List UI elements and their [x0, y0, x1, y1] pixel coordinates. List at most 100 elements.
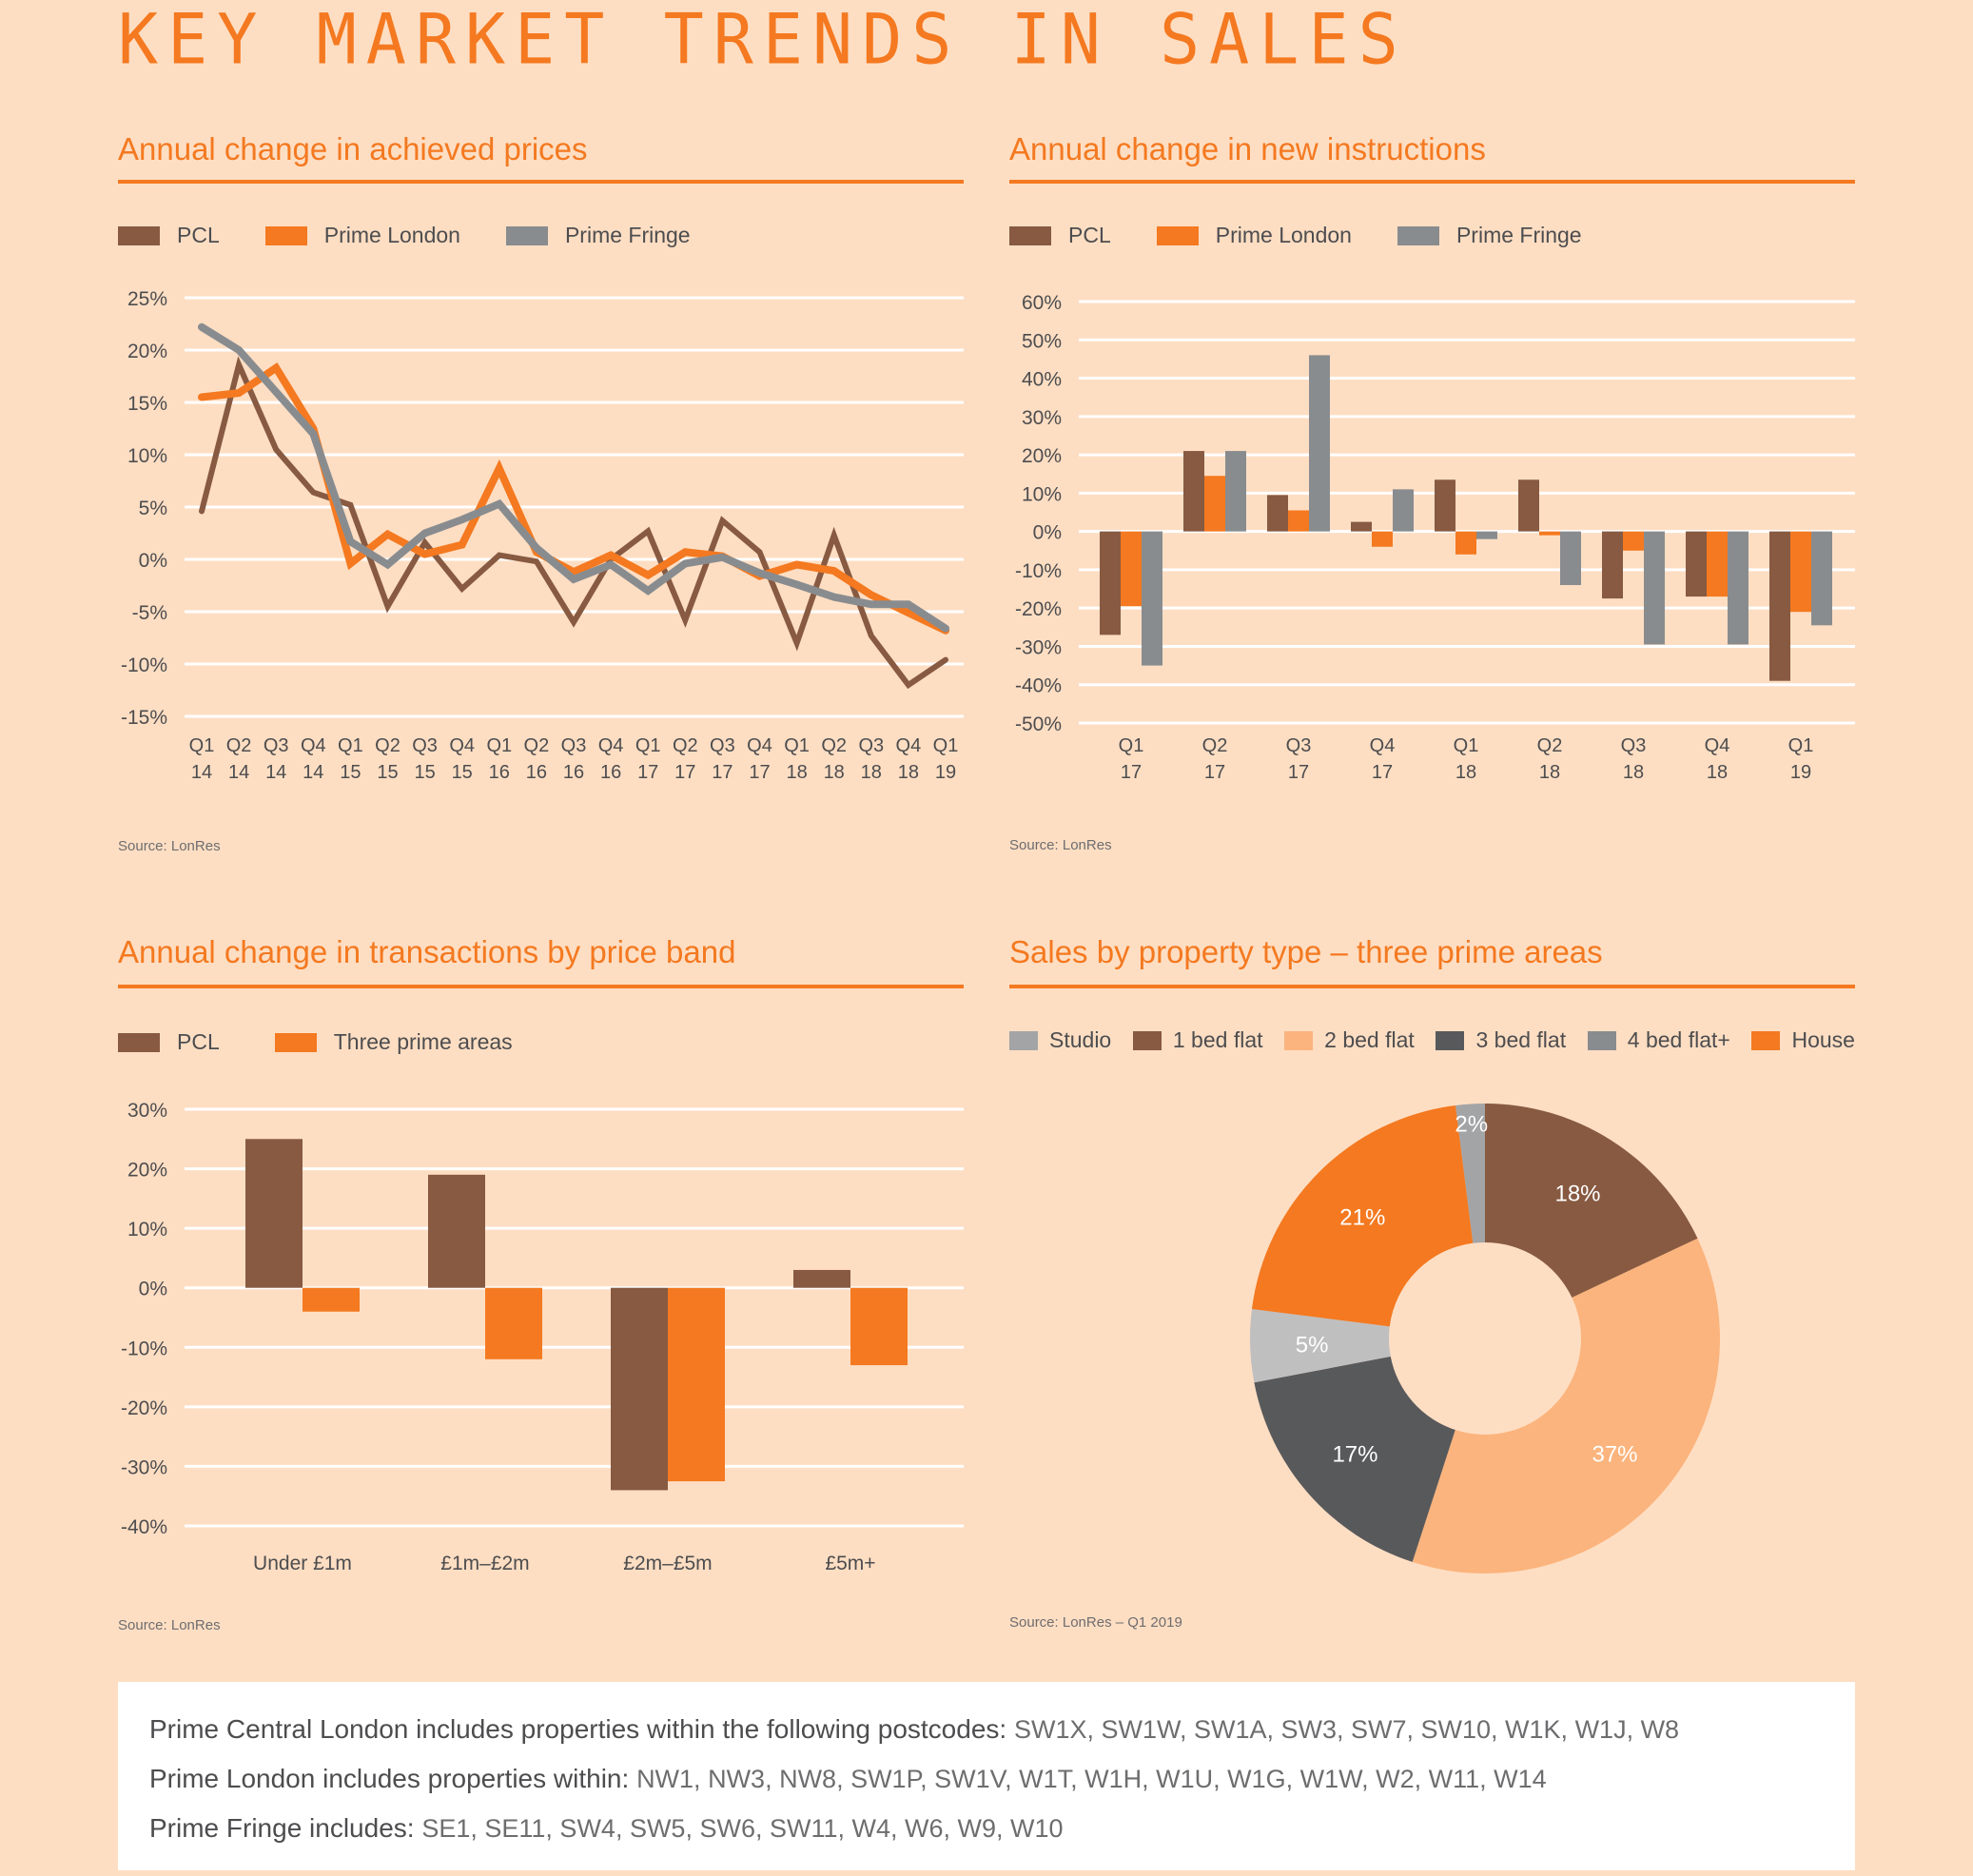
legend-item-pcl: PCL: [1009, 223, 1111, 248]
bar-prime-fringe: [1728, 531, 1748, 645]
legend-item-house: House: [1751, 1027, 1855, 1053]
postcode-definitions-box: Prime Central London includes properties…: [118, 1682, 1855, 1870]
y-tick-label: 5%: [139, 498, 167, 519]
x-tick-label: Q1 18: [784, 735, 810, 783]
x-tick-label: Q4 17: [1370, 735, 1396, 783]
bar-prime-london: [1790, 531, 1811, 613]
bar-prime-london: [1455, 531, 1476, 555]
title-rule: [118, 180, 964, 184]
x-tick-label: Q3 18: [1621, 735, 1647, 783]
legend-label: Three prime areas: [333, 1029, 513, 1054]
y-tick-label: 10%: [127, 1219, 167, 1241]
slice-label: 37%: [1592, 1441, 1637, 1467]
line-chart-achieved-prices: 25% 20% 15% 10% 5% 0% -5% -10% -15% Q1 14 Q2 14 Q3 14 Q…: [121, 288, 964, 783]
x-tick-label: Q1 14: [189, 735, 215, 783]
series-line-prime-fringe: [198, 322, 949, 633]
donut-slice-2-bed-flat: [1412, 1238, 1720, 1573]
x-tick-label: Q4 18: [896, 735, 922, 783]
y-tick-label: 40%: [1022, 369, 1062, 391]
source-note: Source: LonRes: [1009, 837, 1112, 853]
legend-swatch: [1397, 225, 1439, 245]
page-title: KEY MARKET TRENDS IN SALES: [118, 0, 1408, 81]
donut-chart-property-type: 18% 37% 17% 5% 21% 2%: [1250, 1104, 1720, 1573]
y-tick-label: -50%: [1015, 713, 1062, 735]
x-tick-label: Q1 17: [1119, 735, 1144, 783]
bar-three-prime-areas: [303, 1287, 360, 1312]
bar-pcl: [245, 1139, 303, 1288]
bar-three-prime-areas: [485, 1287, 542, 1359]
x-tick-label: Q3 16: [561, 735, 587, 783]
source-note: Source: LonRes: [118, 1617, 221, 1633]
x-tick-label: Q1 19: [933, 735, 959, 783]
footer-label: Prime Central London includes properties…: [149, 1714, 1007, 1744]
x-tick-label: Under £1m: [253, 1553, 352, 1574]
bar-pcl: [1183, 451, 1204, 532]
footer-label: Prime London includes properties within:: [149, 1764, 630, 1793]
x-tick-label: Q2 16: [524, 735, 550, 783]
legend-label: PCL: [1068, 223, 1111, 247]
bar-prime-fringe: [1476, 531, 1497, 539]
x-tick-label: Q3 14: [264, 735, 289, 783]
legend-swatch: [274, 1032, 317, 1052]
y-tick-label: -20%: [121, 1397, 167, 1419]
x-tick-label: Q1 15: [338, 735, 363, 783]
x-tick-label: Q2 18: [821, 735, 847, 783]
y-tick-label: -10%: [121, 655, 167, 676]
legend-label: Studio: [1049, 1027, 1112, 1052]
bar-pcl: [611, 1287, 668, 1491]
legend-label: 3 bed flat: [1475, 1027, 1567, 1052]
legend-swatch: [264, 225, 307, 245]
legend-label: 4 bed flat+: [1627, 1027, 1730, 1052]
bar-chart-new-instructions: 60% 50% 40% 30% 20% 10% 0% -10% -20% -30% -40% -50%…: [1015, 292, 1855, 783]
legend-item-1-bed-flat: 1 bed flat: [1132, 1027, 1263, 1053]
legend-swatch: [1751, 1030, 1781, 1050]
y-tick-label: -5%: [132, 602, 167, 624]
legend-label: 2 bed flat: [1324, 1027, 1415, 1052]
footer-line-pcl: Prime Central London includes properties…: [149, 1705, 1824, 1754]
y-tick-label: 20%: [127, 1160, 167, 1182]
x-tick-label: Q2 14: [226, 735, 252, 783]
legend-label: Prime London: [1215, 223, 1352, 247]
legend-swatch: [1436, 1030, 1465, 1050]
donut-slice-4-bed-flat-: [1250, 1309, 1391, 1383]
bar-pcl: [793, 1269, 850, 1288]
panel-title: Annual change in transactions by price b…: [118, 934, 736, 969]
y-tick-label: -40%: [1015, 675, 1062, 697]
series-line-pcl: [199, 356, 948, 690]
panel-title: Annual change in new instructions: [1009, 131, 1486, 166]
legend-label: PCL: [177, 1029, 220, 1054]
bar-pcl: [1351, 521, 1372, 532]
legend-label: Prime Fringe: [564, 223, 691, 247]
source-note: Source: LonRes: [118, 838, 221, 854]
legend-swatch: [1156, 225, 1199, 245]
bar-prime-fringe: [1393, 489, 1414, 532]
footer-label: Prime Fringe includes:: [149, 1813, 415, 1843]
x-tick-label: Q3 18: [858, 735, 884, 783]
donut-slice-1-bed-flat: [1485, 1104, 1698, 1298]
bar-prime-london: [1204, 476, 1225, 532]
legend-swatch: [118, 225, 160, 245]
y-tick-label: 20%: [127, 341, 167, 362]
y-tick-label: 0%: [139, 550, 167, 572]
y-tick-label: -30%: [1015, 636, 1062, 658]
x-tick-label: Q1 19: [1788, 735, 1814, 783]
bar-prime-london: [1539, 531, 1560, 536]
legend-swatch: [1284, 1030, 1314, 1050]
chart-legend: PCL Prime London Prime Fringe: [1009, 223, 1582, 248]
slice-label: 5%: [1296, 1333, 1329, 1358]
bar-prime-london: [1707, 531, 1728, 597]
x-tick-label: Q2 15: [375, 735, 400, 783]
x-tick-label: £1m–£2m: [440, 1553, 529, 1574]
donut-slice-3-bed-flat: [1254, 1356, 1455, 1562]
y-tick-label: -30%: [121, 1456, 167, 1478]
bar-prime-fringe: [1225, 451, 1246, 532]
legend-item-prime-fringe: Prime Fringe: [1397, 223, 1582, 248]
legend-label: Prime Fringe: [1455, 223, 1582, 247]
y-tick-label: 60%: [1022, 292, 1062, 314]
title-rule: [118, 985, 964, 988]
source-note: Source: LonRes – Q1 2019: [1009, 1614, 1182, 1631]
legend-item-prime-fringe: Prime Fringe: [505, 223, 691, 248]
legend-item-three-prime-areas: Three prime areas: [274, 1029, 513, 1055]
x-tick-label: Q2 17: [673, 735, 698, 783]
x-tick-label: Q3 17: [710, 735, 735, 783]
